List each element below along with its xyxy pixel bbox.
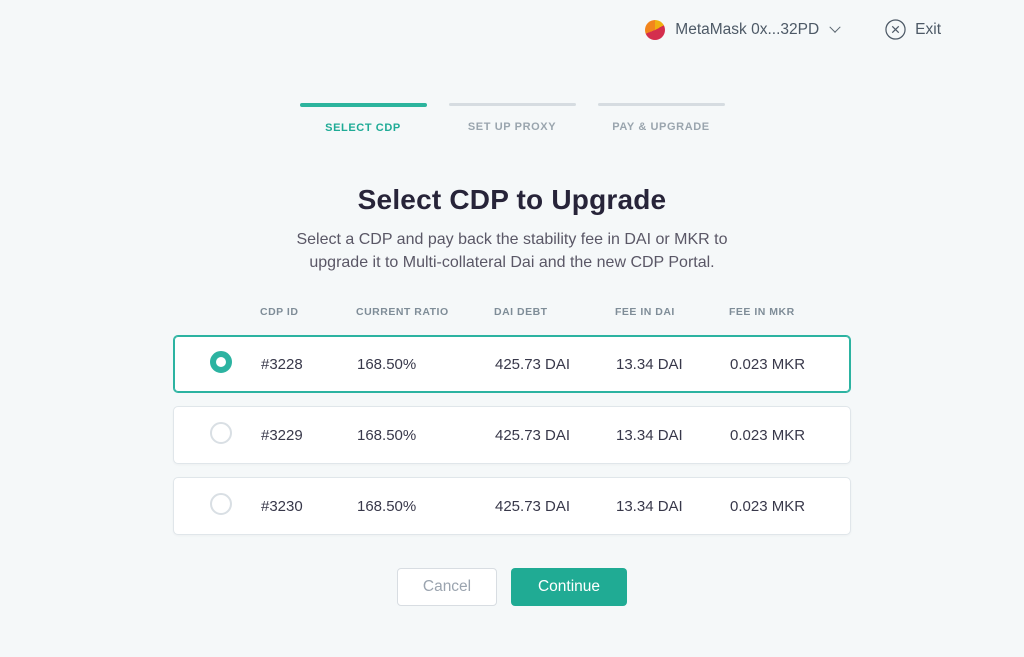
cell-dai-debt: 425.73 DAI [495, 426, 571, 444]
cell-fee-in-dai: 13.34 DAI [616, 497, 683, 515]
continue-button[interactable]: Continue [511, 568, 627, 606]
cdp-radio[interactable] [210, 422, 232, 444]
header-fee-in-dai: FEE IN DAI [615, 306, 675, 318]
step-label: SELECT CDP [325, 122, 401, 134]
topbar: MetaMask 0x...32PD Exit [645, 19, 941, 40]
cell-fee-in-mkr: 0.023 MKR [730, 497, 806, 515]
cell-fee-in-dai: 13.34 DAI [616, 426, 683, 444]
header-fee-in-mkr: FEE IN MKR [729, 306, 795, 318]
cell-dai-debt: 425.73 DAI [495, 355, 571, 373]
cell-cdp-id: #3229 [261, 426, 303, 444]
step-progress-bar [597, 103, 725, 106]
action-buttons: Cancel Continue [0, 568, 1024, 606]
exit-label: Exit [915, 20, 941, 38]
chevron-down-icon [829, 21, 841, 33]
cell-cdp-id: #3228 [261, 355, 303, 373]
page-subtitle-line1: Select a CDP and pay back the stability … [296, 231, 728, 248]
metamask-icon [645, 19, 666, 40]
wizard-stepper: SELECT CDP SET UP PROXY PAY & UPGRADE [0, 0, 1024, 134]
step-progress-bar [448, 103, 576, 106]
page-title: Select CDP to Upgrade [357, 184, 667, 215]
table-header-row: CDP ID CURRENT RATIO DAI DEBT FEE IN DAI… [173, 306, 851, 318]
table-row[interactable]: #3229 168.50% 425.73 DAI 13.34 DAI 0.023… [173, 406, 851, 464]
cancel-button[interactable]: Cancel [397, 568, 497, 606]
cell-current-ratio: 168.50% [357, 426, 417, 444]
header-dai-debt: DAI DEBT [494, 306, 548, 318]
cdp-radio[interactable] [210, 493, 232, 515]
step-progress-bar [299, 103, 427, 107]
page-subtitle-line2: upgrade it to Multi-collateral Dai and t… [309, 254, 715, 271]
step-label: PAY & UPGRADE [612, 121, 710, 133]
cell-fee-in-dai: 13.34 DAI [616, 355, 683, 373]
wallet-account-dropdown[interactable]: MetaMask 0x...32PD [645, 19, 841, 40]
wallet-address-label: MetaMask 0x...32PD [675, 20, 820, 38]
radio-cell [174, 422, 261, 448]
step-label: SET UP PROXY [467, 121, 557, 133]
cell-current-ratio: 168.50% [357, 497, 417, 515]
table-row[interactable]: #3230 168.50% 425.73 DAI 13.34 DAI 0.023… [173, 477, 851, 535]
table-row[interactable]: #3228 168.50% 425.73 DAI 13.34 DAI 0.023… [173, 335, 851, 393]
radio-cell [174, 493, 261, 519]
cell-cdp-id: #3230 [261, 497, 303, 515]
cell-fee-in-mkr: 0.023 MKR [730, 355, 806, 373]
page-subtitle: Select a CDP and pay back the stability … [0, 228, 1024, 274]
header-current-ratio: CURRENT RATIO [356, 306, 449, 318]
exit-button[interactable]: Exit [885, 19, 941, 40]
step-pay-and-upgrade: PAY & UPGRADE [597, 103, 725, 134]
cdp-table: CDP ID CURRENT RATIO DAI DEBT FEE IN DAI… [173, 306, 851, 535]
cell-current-ratio: 168.50% [357, 355, 417, 373]
step-select-cdp: SELECT CDP [299, 103, 427, 134]
close-circle-icon [885, 19, 906, 40]
cell-fee-in-mkr: 0.023 MKR [730, 426, 806, 444]
cell-dai-debt: 425.73 DAI [495, 497, 571, 515]
step-set-up-proxy: SET UP PROXY [448, 103, 576, 134]
cdp-radio[interactable] [210, 351, 232, 373]
header-cdp-id: CDP ID [260, 306, 299, 318]
radio-cell [174, 351, 261, 377]
